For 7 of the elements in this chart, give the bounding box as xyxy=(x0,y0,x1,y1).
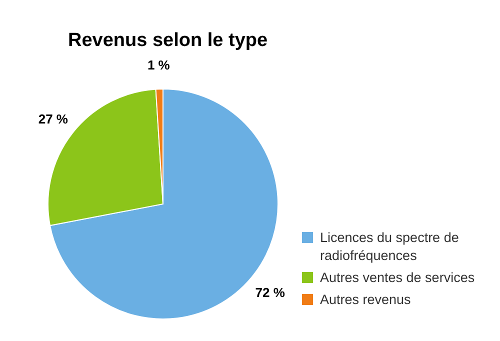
chart-title: Revenus selon le type xyxy=(68,30,268,51)
data-label: 27 % xyxy=(38,111,68,126)
legend-label: Autres revenus xyxy=(320,292,412,307)
legend-label: Autres ventes de services xyxy=(320,270,475,285)
data-label: 1 % xyxy=(147,58,170,73)
data-label: 72 % xyxy=(255,285,286,300)
legend-label: Licences du spectre de radiofréquences xyxy=(320,230,459,263)
